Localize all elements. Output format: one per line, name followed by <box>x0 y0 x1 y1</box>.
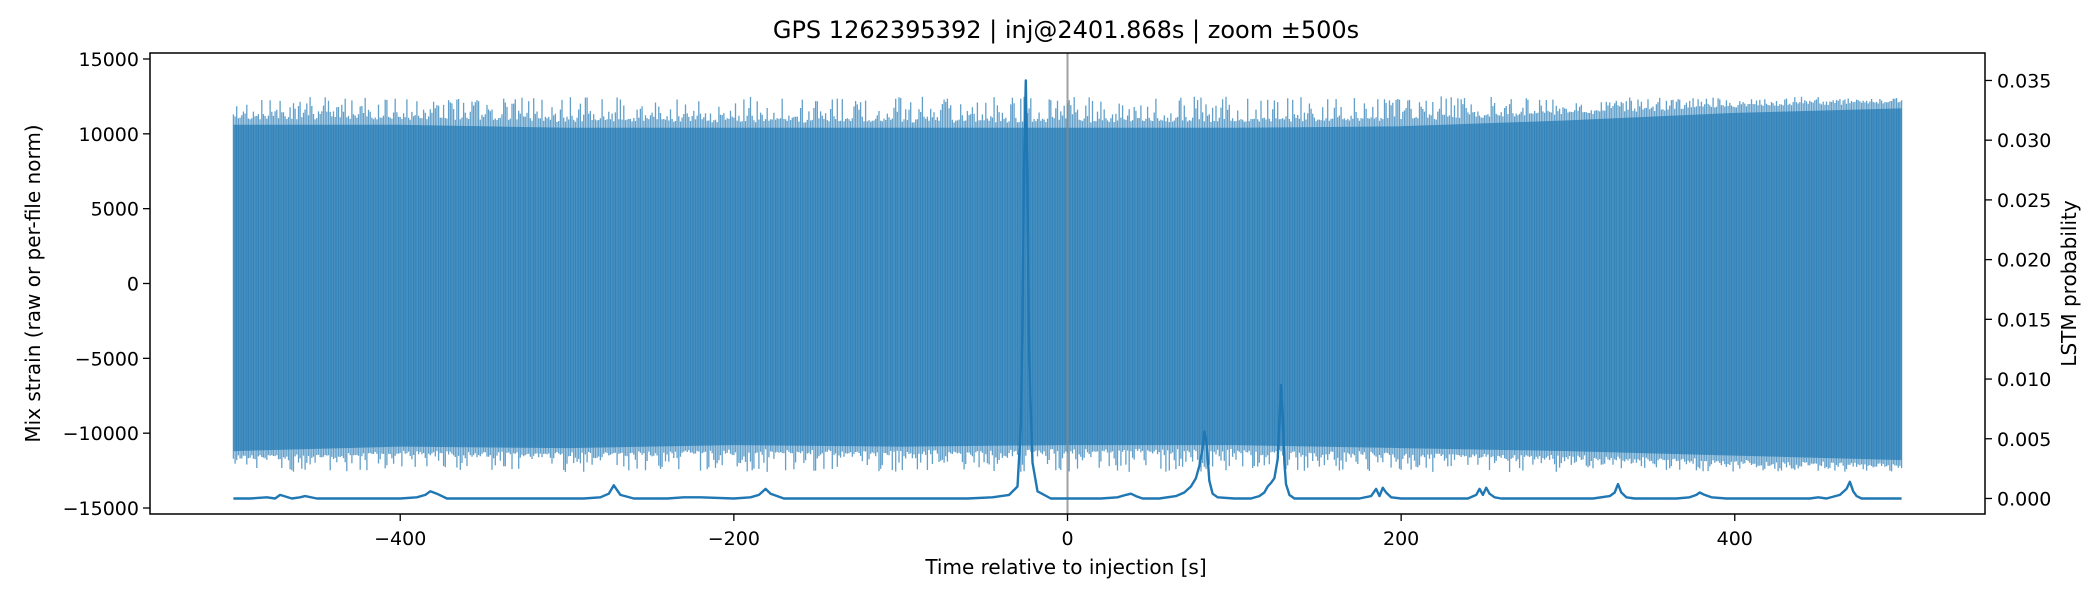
y2-tick-label: 0.030 <box>1997 130 2051 152</box>
y-tick-label: −10000 <box>63 423 139 445</box>
x-tick-label: 400 <box>1717 528 1753 550</box>
y2-tick-label: 0.025 <box>1997 190 2051 212</box>
y2-tick-label: 0.015 <box>1997 309 2051 331</box>
y2-tick-label: 0.000 <box>1997 488 2051 510</box>
y-tick-label: 10000 <box>79 124 139 146</box>
y-tick-label: −15000 <box>63 498 139 520</box>
y-tick-label: −5000 <box>75 348 139 370</box>
y-tick-label: 15000 <box>79 49 139 71</box>
y-axis-right: 0.000 0.005 0.010 0.015 0.020 0.025 0.030 0.035 <box>1985 70 2051 510</box>
y-axis-title: Mix strain (raw or per-file norm) <box>21 124 45 442</box>
lstm-probability-line <box>233 79 1902 500</box>
x-tick-label: 0 <box>1061 528 1073 550</box>
plot-area <box>232 53 1903 514</box>
y2-tick-label: 0.035 <box>1997 70 2051 92</box>
chart-title: GPS 1262395392 | inj@2401.868s | zoom ±5… <box>773 16 1359 44</box>
y-tick-label: 5000 <box>91 199 139 221</box>
y2-tick-label: 0.005 <box>1997 429 2051 451</box>
x-tick-label: 200 <box>1383 528 1419 550</box>
x-tick-label: −200 <box>708 528 760 550</box>
y2-tick-label: 0.020 <box>1997 250 2051 272</box>
y-tick-label: 0 <box>127 274 139 296</box>
x-axis: −400 −200 0 200 400 <box>374 514 1753 550</box>
x-tick-label: −400 <box>374 528 426 550</box>
y-axis-left: −15000 −10000 −5000 0 5000 10000 15000 <box>63 49 150 520</box>
x-axis-title: Time relative to injection [s] <box>924 555 1206 579</box>
y2-axis-title: LSTM probability <box>2057 200 2081 367</box>
y2-tick-label: 0.010 <box>1997 369 2051 391</box>
